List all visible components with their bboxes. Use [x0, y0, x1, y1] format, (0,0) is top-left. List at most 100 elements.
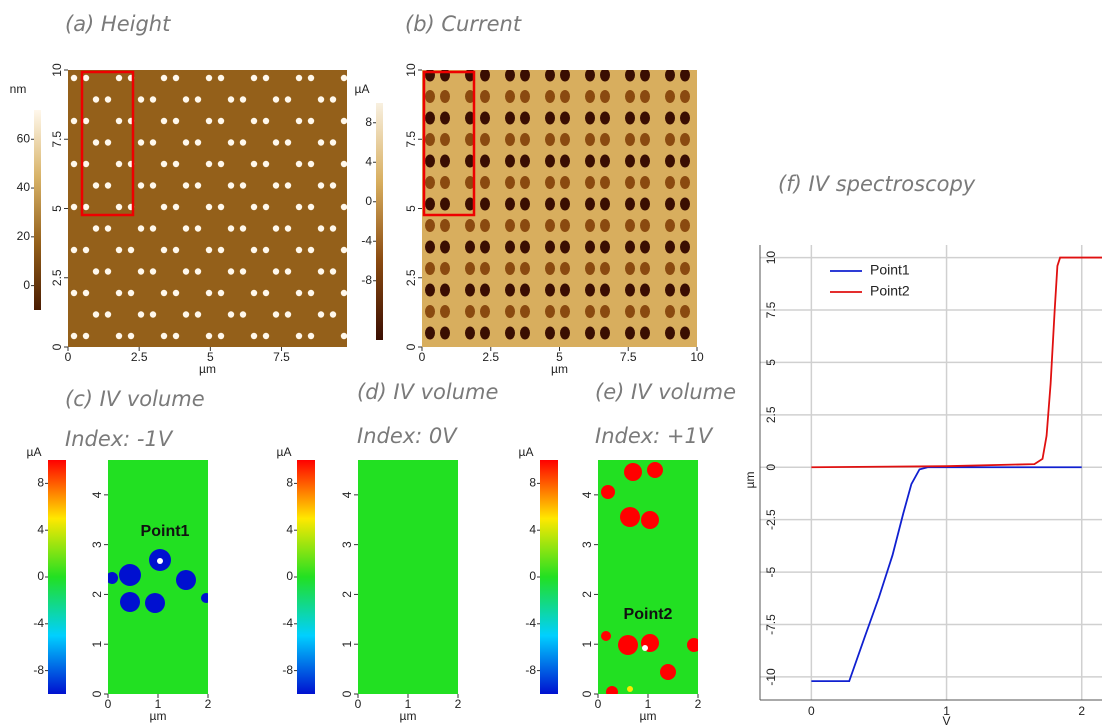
feature: [585, 326, 595, 340]
series-line: [811, 466, 1082, 683]
y-tick-label: 2.5: [404, 269, 418, 286]
feature: [329, 96, 337, 103]
feature: [340, 332, 347, 340]
feature: [239, 225, 247, 232]
x-tick-label: 2: [1078, 704, 1085, 718]
feature: [545, 70, 555, 82]
x-axis-label: µm: [150, 709, 167, 723]
feature: [295, 203, 303, 211]
feature: [465, 176, 475, 189]
feature: [585, 283, 595, 297]
feature: [137, 311, 145, 318]
feature: [465, 197, 475, 211]
x-tick-label: 0: [419, 350, 426, 364]
feature: [505, 262, 515, 275]
feature: [250, 117, 258, 125]
map-panel: (b) Current 0 2.5 5 7.5 10 µm 0 2.5 5 7.5 10 µA -8 -4 0…: [355, 12, 704, 376]
feature: [160, 117, 168, 125]
colorbar-tick-label: -8: [361, 273, 372, 287]
feature: [625, 197, 635, 211]
feature: [307, 203, 315, 211]
feature: [317, 139, 325, 146]
feature: [217, 289, 225, 297]
feature: [115, 332, 123, 340]
y-tick-label: 5: [404, 205, 418, 212]
feature: [545, 283, 555, 297]
colorbar-tick-label: 0: [286, 569, 293, 583]
feature: [329, 225, 337, 232]
feature: [194, 268, 202, 275]
feature: [560, 154, 570, 168]
feature: [149, 182, 157, 189]
feature: [665, 133, 675, 146]
point-marker: [157, 558, 163, 564]
map-panel: (d) IV volume Index: 0V 0 1 2 µm 0 1 2 3 4 µA -8 -4 0 4…: [277, 380, 499, 723]
feature: [353, 333, 359, 339]
feature: [505, 154, 515, 168]
feature: [262, 74, 270, 82]
feature: [440, 111, 450, 125]
colorbar-tick-label: 20: [17, 229, 31, 243]
colorbar-tick-label: -4: [33, 616, 44, 630]
feature: [624, 463, 642, 481]
feature: [465, 111, 475, 125]
feature: [440, 133, 450, 146]
feature: [600, 111, 610, 125]
feature: [250, 246, 258, 254]
feature: [194, 139, 202, 146]
feature: [250, 203, 258, 211]
colorbar-tick-label: -4: [361, 233, 372, 247]
map: [358, 460, 458, 694]
feature: [560, 219, 570, 232]
feature: [262, 289, 270, 297]
y-tick-label: -10: [764, 668, 778, 686]
feature: [307, 74, 315, 82]
map: [108, 460, 208, 694]
feature: [92, 311, 100, 318]
feature: [545, 262, 555, 275]
feature: [680, 305, 690, 318]
feature: [585, 176, 595, 189]
feature: [600, 305, 610, 318]
feature: [205, 289, 213, 297]
feature: [127, 289, 135, 297]
y-tick-label: 1: [580, 641, 594, 648]
feature: [440, 154, 450, 168]
feature: [284, 311, 292, 318]
feature: [440, 283, 450, 297]
feature: [239, 311, 247, 318]
feature: [284, 139, 292, 146]
feature: [560, 197, 570, 211]
y-tick-label: 0: [580, 690, 594, 697]
feature: [425, 197, 435, 211]
feature: [600, 70, 610, 82]
feature: [665, 240, 675, 254]
feature: [545, 326, 555, 340]
feature: [545, 154, 555, 168]
feature: [545, 90, 555, 103]
feature: [182, 225, 190, 232]
colorbar-tick-label: 8: [529, 476, 536, 490]
y-tick-label: 7.5: [50, 131, 64, 148]
feature: [600, 197, 610, 211]
feature: [640, 305, 650, 318]
map-panel: (e) IV volume Index: +1V Point2 0 1 2 µm 0 1 2 3 4 µ…: [519, 380, 736, 723]
feature: [520, 70, 530, 82]
colorbar-tick-label: 8: [37, 476, 44, 490]
feature: [425, 154, 435, 168]
feature: [680, 133, 690, 146]
feature: [625, 219, 635, 232]
feature: [149, 139, 157, 146]
feature: [625, 240, 635, 254]
feature: [82, 160, 90, 168]
feature: [585, 305, 595, 318]
y-tick-label: -5: [764, 566, 778, 577]
feature: [680, 154, 690, 168]
feature: [217, 332, 225, 340]
feature: [160, 160, 168, 168]
feature: [284, 268, 292, 275]
feature: [217, 160, 225, 168]
feature: [217, 203, 225, 211]
feature: [201, 593, 208, 603]
feature: [149, 96, 157, 103]
